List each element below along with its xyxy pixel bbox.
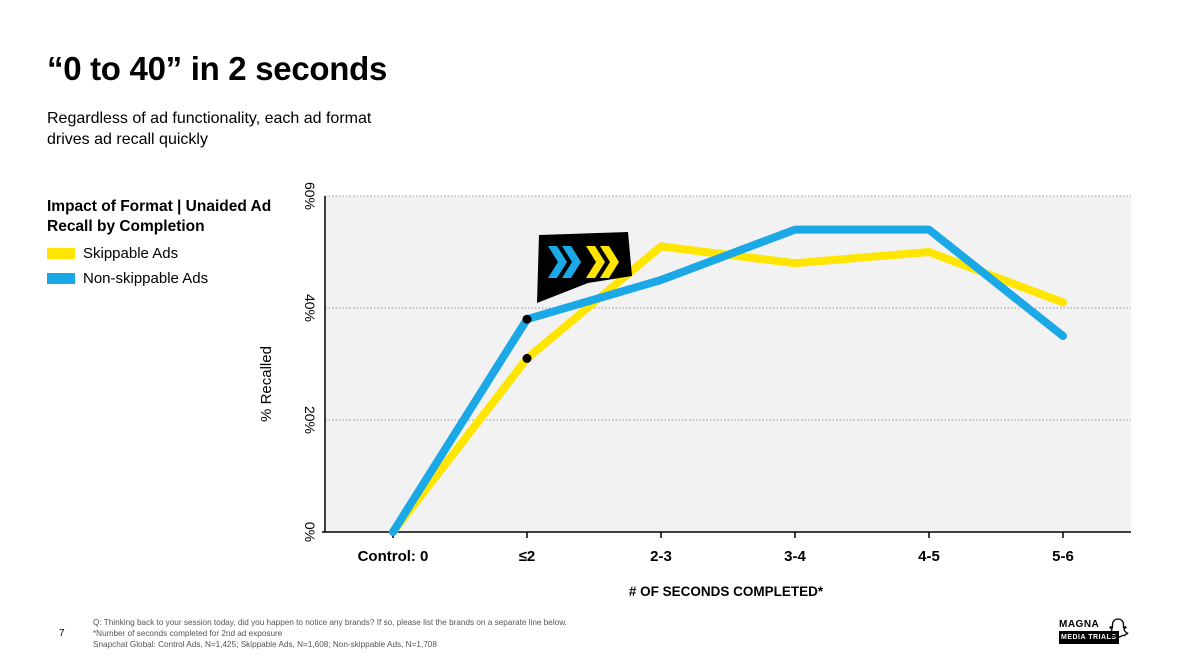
x-axis-title: # OF SECONDS COMPLETED*: [629, 584, 824, 599]
legend-swatch-non-skippable: [47, 273, 75, 284]
legend-item-non-skippable: Non-skippable Ads: [47, 270, 287, 287]
y-tick-label: 60%: [302, 182, 318, 210]
series-line-non-skippable: [389, 225, 1067, 536]
legend-swatch-skippable: [47, 248, 75, 259]
logo-line2: MEDIA TRIALS: [1059, 631, 1119, 644]
legend-label-skippable: Skippable Ads: [83, 245, 179, 262]
page-title: “0 to 40” in 2 seconds: [47, 50, 388, 87]
footnotes: Q: Thinking back to your session today, …: [93, 617, 567, 651]
highlight-point-non-skippable: [522, 314, 532, 324]
page-number: 7: [59, 628, 65, 639]
x-tick-label: 2-3: [650, 548, 672, 565]
x-tick-label: ≤2: [519, 548, 536, 565]
x-tick-label: 4-5: [918, 548, 940, 565]
legend: Impact of Format | Unaided Ad Recall by …: [47, 197, 287, 287]
x-tick-label: Control: 0: [358, 548, 429, 565]
x-tick-label: 3-4: [784, 548, 806, 565]
y-tick-label: 40%: [302, 294, 318, 322]
logo-line1: MAGNA: [1059, 619, 1100, 630]
legend-label-non-skippable: Non-skippable Ads: [83, 270, 209, 287]
highlight-point-skippable: [522, 353, 532, 363]
fast-forward-chevrons-icon: [537, 232, 632, 303]
footnote-seconds: *Number of seconds completed for 2nd ad …: [93, 629, 283, 639]
page-subtitle: Regardless of ad functionality, each ad …: [47, 110, 372, 148]
footnote-question: Q: Thinking back to your session today, …: [93, 618, 567, 627]
y-tick-label: 0%: [302, 522, 318, 542]
legend-title: Impact of Format | Unaided Ad Recall by …: [47, 198, 272, 235]
legend-item-skippable: Skippable Ads: [47, 245, 287, 262]
y-tick-label: 20%: [302, 406, 318, 434]
y-axis-title: % Recalled: [258, 346, 275, 422]
x-tick-label: 5-6: [1052, 548, 1074, 565]
footnote-sample: Snapchat Global: Control Ads, N=1,425; S…: [93, 640, 437, 650]
plot-area: [325, 196, 1131, 532]
magna-logo: MAGNA MEDIA TRIALS: [1059, 619, 1119, 644]
snapchat-ghost-icon: [1107, 618, 1129, 638]
